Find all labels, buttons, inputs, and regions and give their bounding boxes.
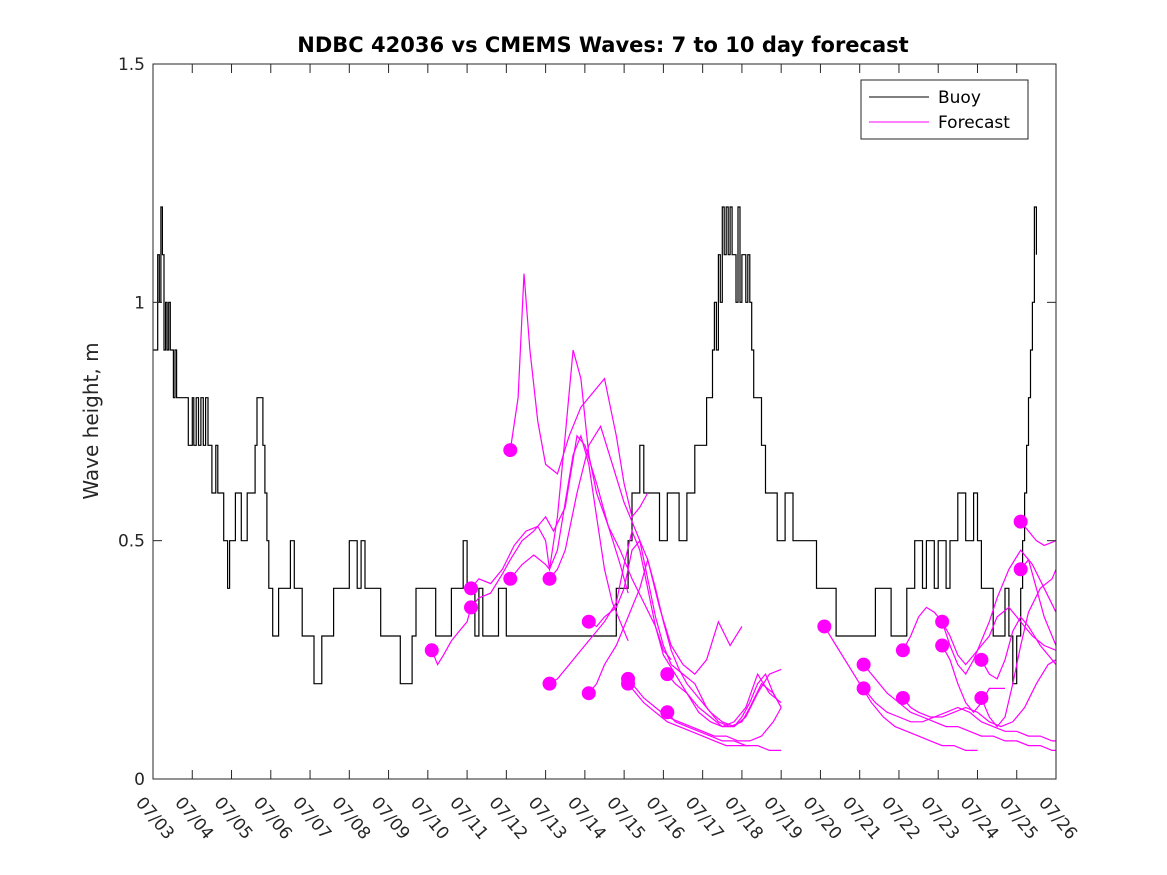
series-forecast-line	[666, 711, 782, 752]
forecast-start-point	[895, 643, 910, 658]
forecast-start-point	[581, 686, 596, 701]
forecast-start-point	[424, 643, 439, 658]
y-tick-label: 1	[134, 293, 145, 313]
series-forecast-line	[941, 549, 1057, 676]
forecast-start-point	[464, 581, 479, 596]
forecast-start-point	[503, 571, 518, 586]
series-forecast-line	[666, 672, 782, 728]
series-forecast-line	[1020, 521, 1057, 547]
forecast-start-point	[856, 681, 871, 696]
series-forecast-line	[588, 557, 782, 728]
forecast-start-point	[974, 690, 989, 705]
series-forecast-line	[549, 424, 743, 675]
forecast-start-point	[817, 619, 832, 634]
y-tick-label: 1.5	[118, 55, 145, 75]
series-forecast-line	[980, 569, 1057, 728]
series-forecast-line	[627, 678, 782, 742]
forecast-start-point	[935, 638, 950, 653]
series-forecast-line	[902, 606, 1057, 666]
series-forecast-line	[431, 607, 472, 666]
legend-box	[860, 79, 1029, 140]
legend-label-buoy: Buoy	[938, 88, 981, 108]
series-forecast-line	[588, 539, 782, 728]
series-forecast-line	[863, 688, 1056, 742]
series-forecast-line	[941, 645, 1005, 714]
series-forecast-line	[509, 349, 672, 661]
forecast-start-point	[660, 705, 675, 720]
chart-title: NDBC 42036 vs CMEMS Waves: 7 to 10 day f…	[297, 33, 908, 57]
forecast-start-point	[621, 676, 636, 691]
series-forecast-line	[470, 434, 629, 608]
series-forecast-line	[902, 659, 1057, 728]
forecast-start-point	[1013, 562, 1028, 577]
series-layer	[153, 206, 1057, 752]
plot-area	[153, 64, 1056, 779]
legend-label-forecast: Forecast	[938, 113, 1010, 133]
series-forecast-line	[470, 433, 629, 642]
forecast-start-point	[1013, 514, 1028, 529]
forecast-start-point	[974, 652, 989, 667]
forecast-start-point	[895, 690, 910, 705]
forecast-start-point	[542, 676, 557, 691]
series-forecast-line	[980, 615, 1057, 680]
forecast-start-point	[856, 657, 871, 672]
series-forecast-line	[509, 273, 649, 519]
forecast-start-point	[660, 667, 675, 682]
forecast-start-point	[542, 571, 557, 586]
series-buoy-line	[153, 206, 1037, 685]
forecast-start-point	[581, 614, 596, 629]
forecast-start-point	[464, 600, 479, 615]
series-forecast-line	[823, 626, 978, 752]
forecast-start-point	[935, 614, 950, 629]
plot-frame	[152, 63, 1057, 780]
series-forecast-line	[627, 683, 750, 747]
series-forecast-line	[1020, 558, 1057, 646]
series-forecast-line	[549, 529, 782, 728]
y-axis-label: Wave height, m	[79, 342, 103, 499]
y-tick-label: 0.5	[118, 532, 145, 552]
y-tick-label: 0	[134, 770, 145, 790]
legend: Buoy Forecast	[860, 79, 1029, 140]
forecast-start-point	[503, 443, 518, 458]
